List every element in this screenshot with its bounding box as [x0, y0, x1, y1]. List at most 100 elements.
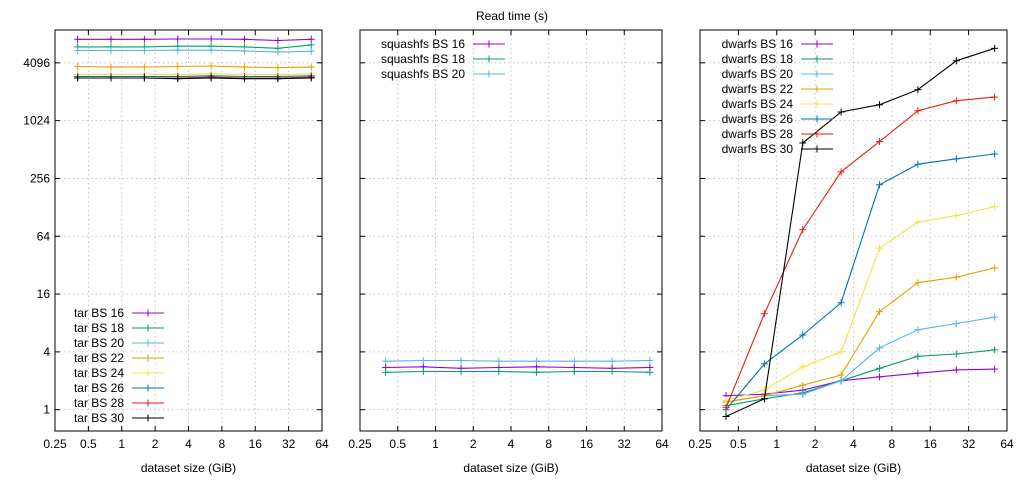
data-point: [140, 47, 148, 55]
legend-entry: squashfs BS 20: [381, 67, 505, 81]
x-tick-label: 0.5: [80, 437, 97, 451]
series-line: [77, 75, 312, 78]
data-point: [74, 47, 82, 55]
data-point: [74, 63, 82, 71]
data-point: [722, 404, 730, 412]
x-tick-label: 0.5: [389, 437, 406, 451]
legend-label: dwarfs BS 18: [722, 52, 794, 66]
data-point: [876, 308, 884, 316]
data-point: [570, 367, 578, 375]
series-dwarfs-bs-16: [722, 365, 999, 400]
legend-entry: tar BS 24: [74, 366, 164, 380]
series-squashfs-bs-18: [382, 367, 654, 376]
data-point: [799, 226, 807, 234]
data-point: [876, 373, 884, 381]
series-line: [77, 38, 312, 42]
series-line: [725, 267, 995, 403]
data-point: [952, 212, 960, 220]
legend-label: dwarfs BS 30: [722, 142, 794, 156]
data-point: [307, 63, 315, 71]
data-point: [914, 279, 922, 287]
data-point: [533, 357, 541, 365]
legend-entry: dwarfs BS 24: [722, 97, 833, 111]
x-tick-label: 64: [1000, 437, 1014, 451]
data-point: [991, 44, 999, 52]
data-point: [952, 273, 960, 281]
legend-label: tar BS 28: [74, 396, 124, 410]
legend-entry: dwarfs BS 18: [722, 52, 833, 66]
data-point: [760, 386, 768, 394]
x-tick-label: 1: [773, 437, 780, 451]
data-point: [307, 74, 315, 82]
data-point: [174, 75, 182, 83]
data-point: [274, 64, 282, 72]
series-line: [725, 206, 995, 401]
data-point: [174, 35, 182, 43]
plot-frame: [359, 29, 663, 432]
data-point: [914, 160, 922, 168]
data-point: [760, 310, 768, 318]
data-point: [799, 381, 807, 389]
x-tick-label: 0.25: [43, 437, 67, 451]
legend-entry: dwarfs BS 20: [722, 67, 833, 81]
data-point: [991, 264, 999, 272]
x-tick-label: 2: [812, 437, 819, 451]
series-line: [77, 49, 312, 53]
x-tick-label: 8: [219, 437, 226, 451]
x-tick-label: 32: [618, 437, 632, 451]
legend-entry: dwarfs BS 30: [722, 142, 833, 156]
y-tick-label: 4: [43, 345, 50, 359]
data-point: [837, 371, 845, 379]
data-point: [991, 203, 999, 211]
legend-label: dwarfs BS 20: [722, 67, 794, 81]
data-point: [952, 155, 960, 163]
legend-label: tar BS 30: [74, 411, 124, 425]
data-point: [419, 357, 427, 365]
data-point: [207, 62, 215, 70]
data-point: [722, 396, 730, 404]
x-tick-label: 0.5: [730, 437, 747, 451]
x-tick-label: 4: [185, 437, 192, 451]
data-point: [174, 63, 182, 71]
series-line: [725, 47, 995, 417]
data-point: [876, 344, 884, 352]
legend-entry: tar BS 28: [74, 396, 164, 410]
data-point: [382, 368, 390, 376]
series-line: [385, 366, 650, 369]
legend-entry: squashfs BS 16: [381, 37, 505, 51]
x-tick-label: 2: [152, 437, 159, 451]
x-tick-label: 8: [889, 437, 896, 451]
legend-entry: dwarfs BS 26: [722, 112, 833, 126]
x-tick-label: 32: [962, 437, 976, 451]
y-tick-label: 1: [43, 403, 50, 417]
legend-label: tar BS 18: [74, 321, 124, 335]
data-point: [140, 35, 148, 43]
series-tar-bs-30: [74, 74, 315, 83]
data-point: [274, 75, 282, 83]
data-point: [241, 35, 249, 43]
series-dwarfs-bs-20: [722, 313, 999, 406]
data-point: [646, 368, 654, 376]
series-line: [385, 370, 650, 373]
data-point: [207, 35, 215, 43]
series-squashfs-bs-16: [382, 363, 654, 372]
series-dwarfs-bs-28: [722, 93, 999, 412]
data-point: [457, 367, 465, 375]
legend-entry: tar BS 20: [74, 336, 164, 350]
data-point: [876, 244, 884, 252]
series-line: [725, 96, 995, 408]
data-point: [419, 367, 427, 375]
data-point: [991, 313, 999, 321]
data-point: [495, 367, 503, 375]
legend-entry: tar BS 26: [74, 381, 164, 395]
series-tar-bs-20: [74, 46, 315, 56]
series-dwarfs-bs-24: [722, 203, 999, 404]
series-squashfs-bs-20: [382, 357, 654, 365]
data-point: [533, 368, 541, 376]
x-tick-label: 16: [580, 437, 594, 451]
data-point: [241, 47, 249, 55]
y-tick-label: 1024: [23, 114, 50, 128]
data-point: [837, 299, 845, 307]
data-point: [837, 348, 845, 356]
legend-entry: tar BS 22: [74, 351, 164, 365]
